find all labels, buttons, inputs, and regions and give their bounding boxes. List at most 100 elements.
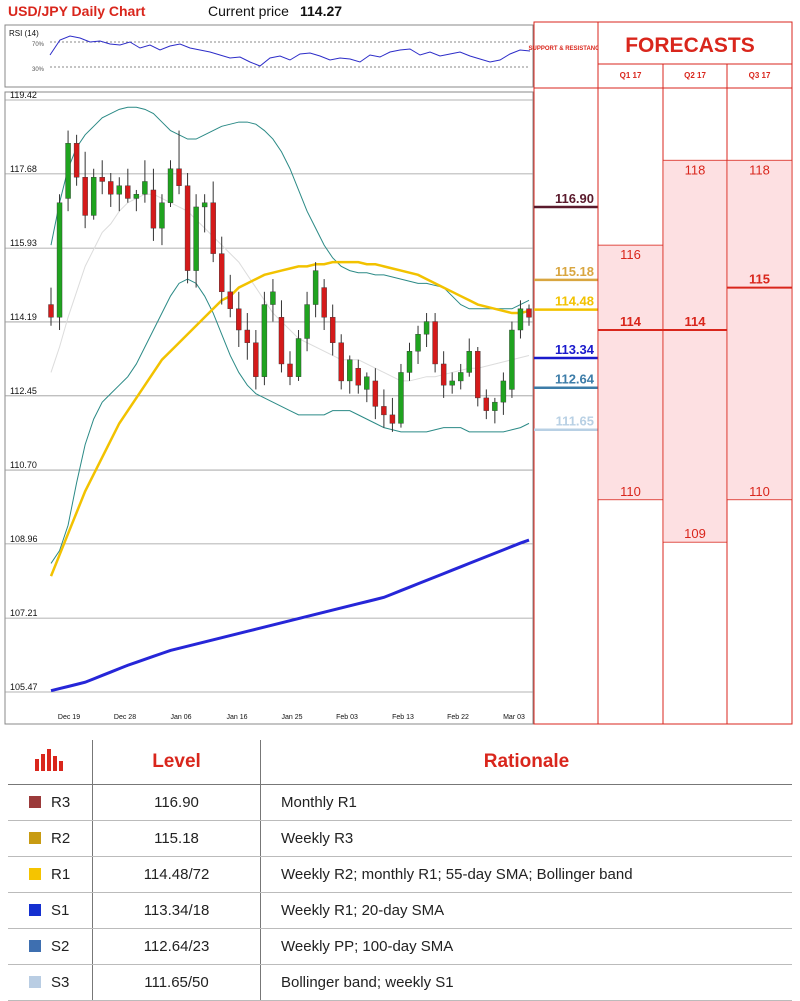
level-value: 112.64/23 [92,928,261,965]
candle-body [398,372,404,424]
candle-body [219,253,225,293]
candle-body [65,143,71,199]
candle-body [278,317,285,365]
bollinger-upper-line [50,106,530,310]
candle-body [458,372,464,382]
candle-body [73,143,80,178]
candle-body [295,338,302,377]
level-tag-cell: R2 [8,820,93,857]
y-tick-label: 108.96 [10,534,38,544]
candle-body [483,397,490,411]
candle-body [99,177,105,182]
candle-body [372,380,379,407]
table-logo-cell [8,740,93,785]
candle-body [116,185,122,195]
level-tag: S1 [51,902,70,919]
y-tick-label: 119.42 [10,90,37,100]
sr-level-label: 113.34 [555,342,595,357]
x-tick-label: Feb 13 [392,714,414,721]
candle-body [432,321,438,365]
candle-body [244,329,251,343]
table-row: S2 112.64/23 Weekly PP; 100-day SMA [8,928,792,965]
chart-title: USD/JPY Daily Chart [8,3,146,19]
level-tag-cell: R1 [8,856,93,893]
sma55-line [49,260,530,577]
level-rationale: Weekly R1; 20-day SMA [260,892,792,929]
forecast-high-label: 116 [620,247,641,262]
y-tick-label: 115.93 [10,238,37,248]
level-tag: S3 [51,974,70,991]
level-tag: R1 [51,866,71,883]
candle-body [82,177,88,216]
candle-body [270,291,276,305]
candle-body [150,189,157,229]
candle-body [492,401,498,411]
candle-body [355,368,361,386]
forecasts-title: FORECASTS [625,34,755,57]
candle-body [423,321,430,335]
candle-body [475,351,481,399]
candle-body [125,185,131,199]
table-row: R3 116.90 Monthly R1 [8,784,792,821]
color-swatch [29,796,41,808]
level-rationale: Weekly PP; 100-day SMA [260,928,792,965]
candle-body [108,181,114,195]
forecast-range-box [726,159,793,501]
color-swatch [29,940,41,952]
level-tag-cell: R3 [8,784,93,821]
bollinger-lower-line [50,278,530,564]
y-tick-label: 105.47 [10,682,38,692]
sr-level-label: 114.48 [555,294,594,309]
forecast-low-label: 110 [749,484,770,499]
x-tick-label: Dec 19 [58,714,80,721]
sr-level-label: 111.65 [556,414,594,429]
candle-body [201,202,208,208]
sr-column [533,21,599,725]
level-rationale: Bollinger band; weekly S1 [260,964,792,1001]
x-tick-label: Mar 03 [503,714,525,721]
level-tag-cell: S1 [8,892,93,929]
candle-body [338,342,344,382]
x-tick-label: Feb 03 [336,714,358,721]
rationale-header: Rationale [260,740,792,785]
level-header: Level [92,740,261,785]
candle-body [415,334,421,352]
sr-level-label: 116.90 [555,191,594,206]
candle-body [90,177,97,216]
candle-body [304,304,310,339]
table-row: S3 111.65/50 Bollinger band; weekly S1 [8,964,792,1001]
sr-level-label: 115.18 [555,264,594,279]
x-tick-label: Feb 22 [447,714,469,721]
candle-body [133,194,140,199]
candle-body [526,308,532,318]
candle-body [210,202,216,254]
level-value: 113.34/18 [92,892,261,929]
candle-body [236,308,242,331]
candle-body [509,329,515,390]
level-tag: R3 [51,794,71,811]
candle-body [347,359,353,382]
rsi-lower-label: 30% [32,67,45,73]
y-tick-label: 107.21 [10,608,38,618]
color-swatch [29,832,41,844]
level-tag: R2 [51,830,71,847]
candle-body [261,304,268,377]
candle-body [466,351,472,373]
x-tick-label: Jan 25 [281,714,302,721]
candle-body [389,414,396,424]
candle-body [449,380,455,386]
forecast-high-label: 118 [749,162,770,177]
price-value: 114.27 [300,3,342,19]
color-swatch [29,976,41,988]
forecast-low-label: 109 [684,526,706,541]
y-tick-label: 114.19 [10,312,37,322]
candle-body [167,168,174,203]
candle-body [500,380,507,403]
rsi-panel [4,24,534,88]
forecast-range-box [662,159,728,543]
candle-body [406,351,413,373]
bollinger-mid-line [50,193,530,382]
candle-body [193,206,199,271]
color-swatch [29,904,41,916]
candle-body [253,342,259,377]
